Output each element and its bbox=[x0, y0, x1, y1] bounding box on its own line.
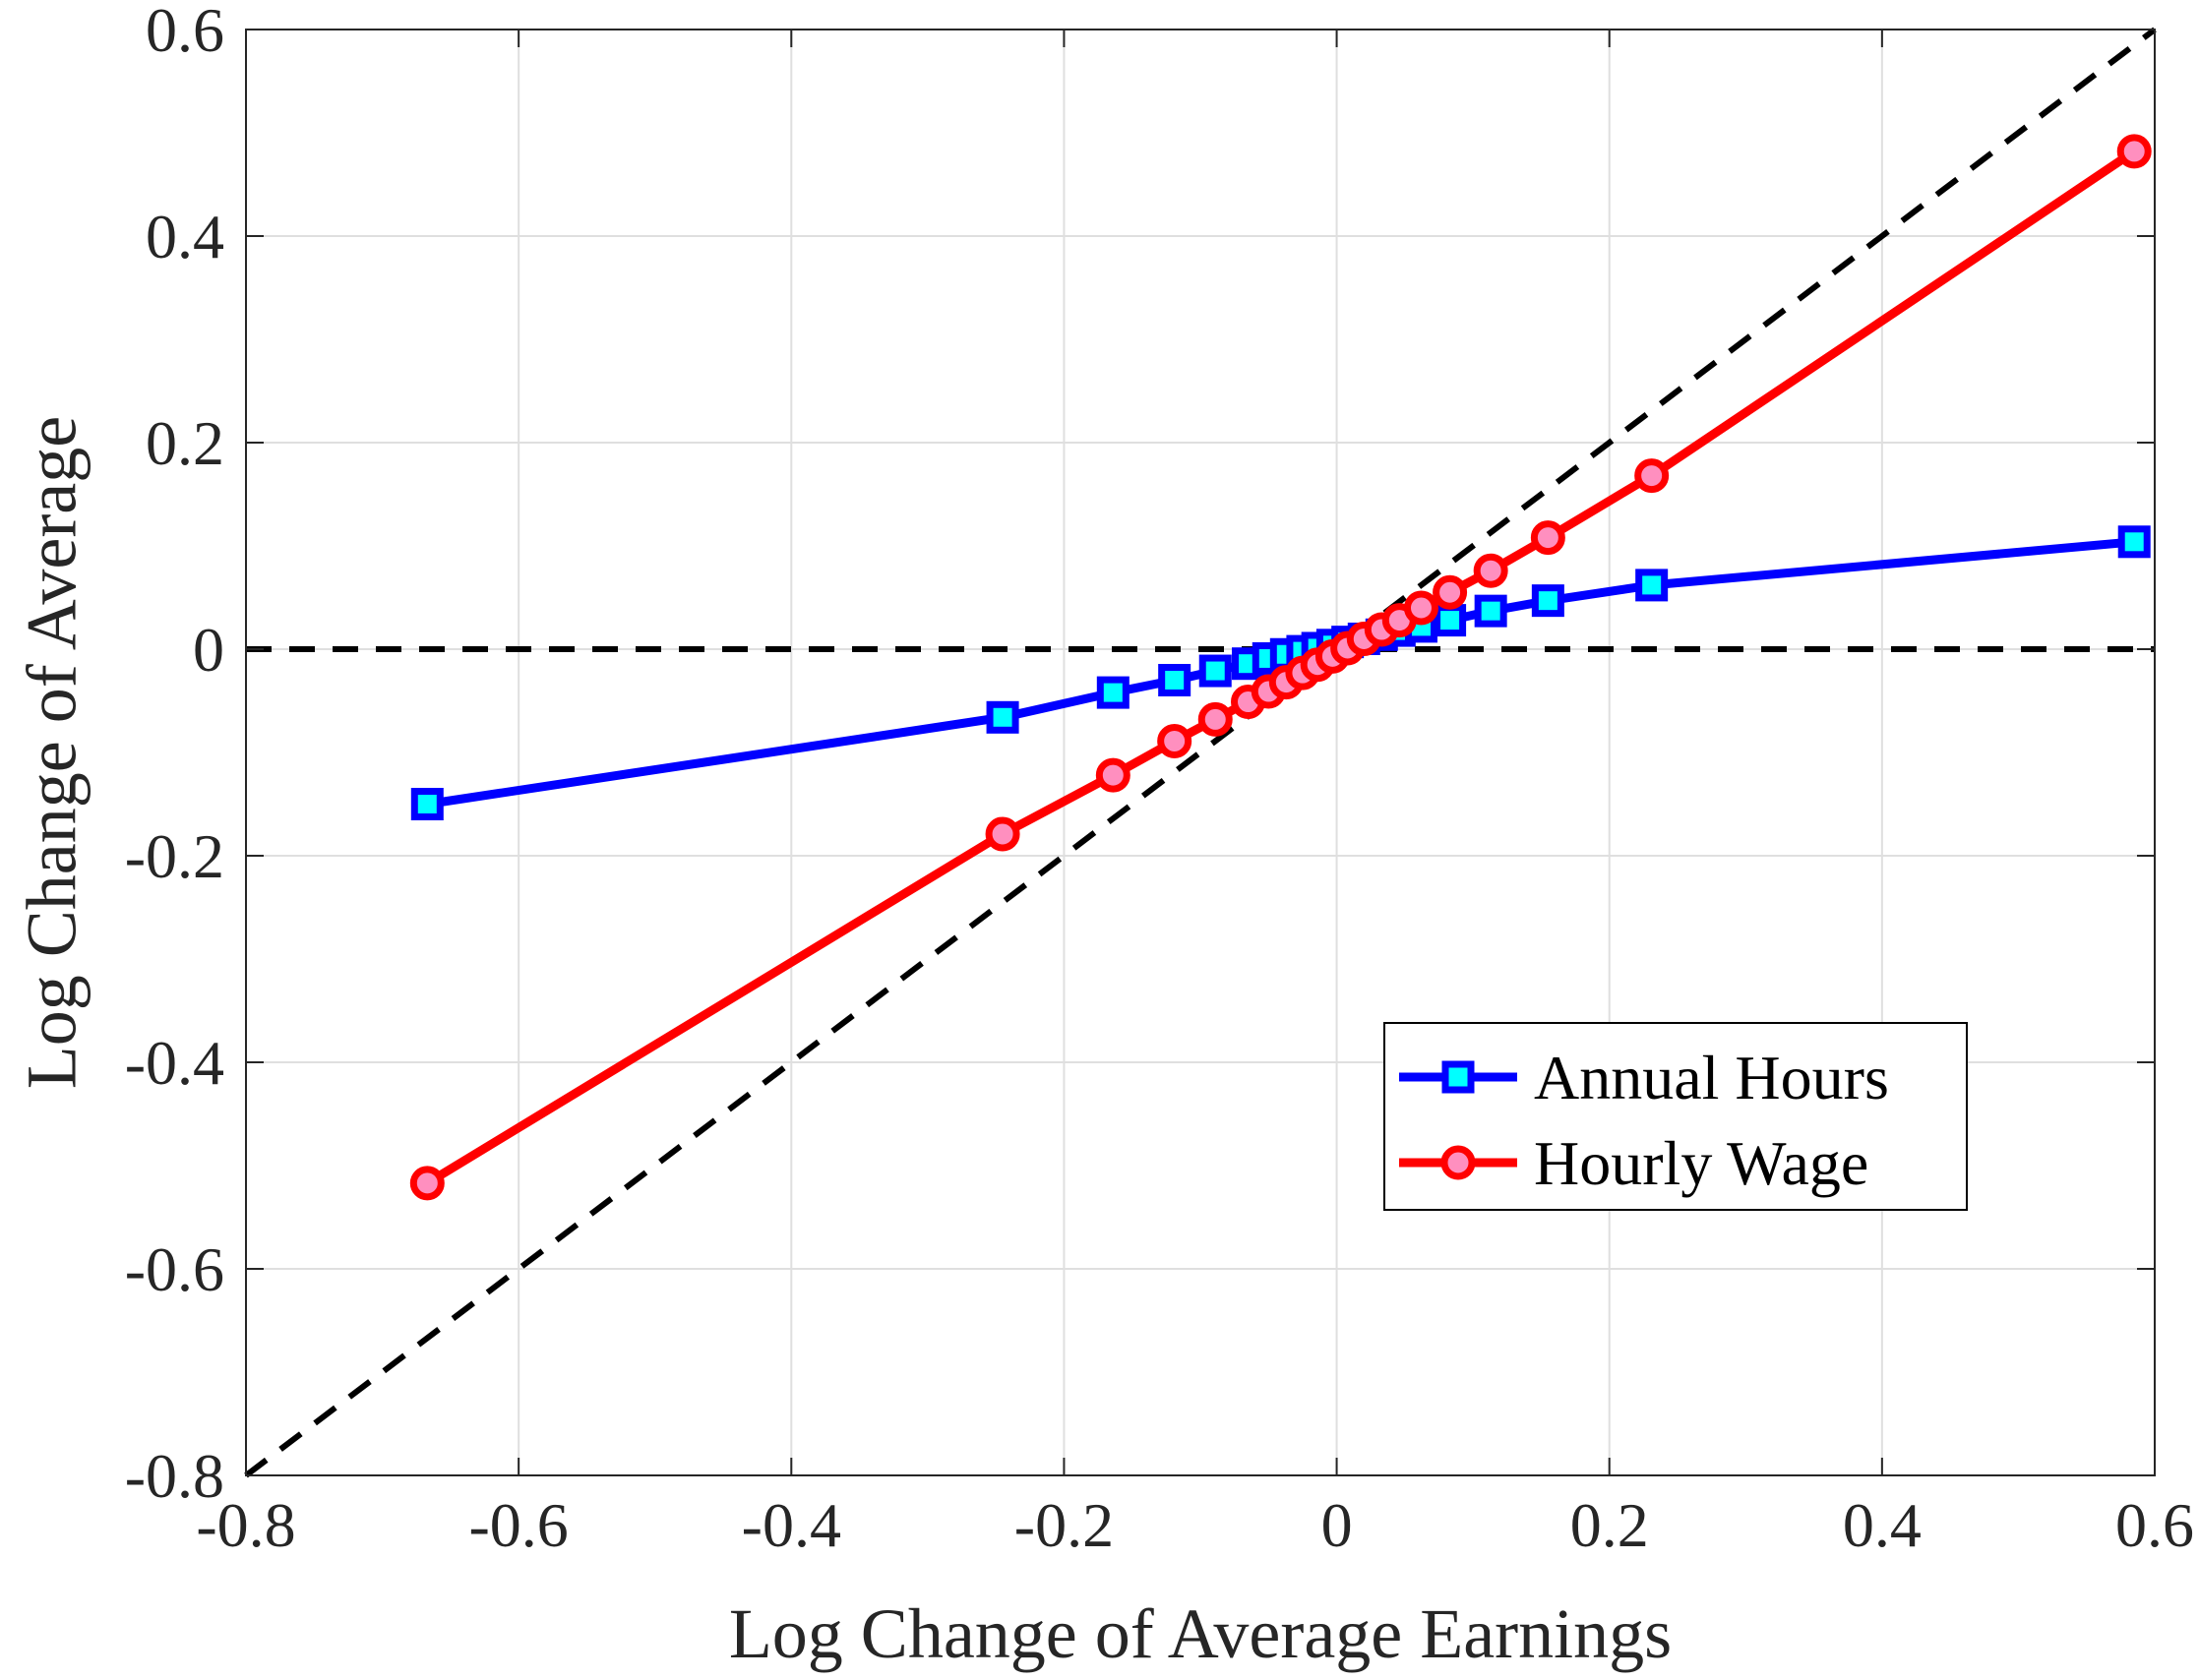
legend-items: Annual Hours Hourly Wage bbox=[1399, 1043, 1889, 1198]
legend-label-annual-hours: Annual Hours bbox=[1534, 1043, 1889, 1112]
legend-item-annual-hours: Annual Hours bbox=[1399, 1043, 1889, 1112]
y-tick-label: 0.2 bbox=[146, 408, 224, 478]
data-point-hourly-wage bbox=[409, 1166, 445, 1201]
data-point-annual-hours bbox=[410, 788, 444, 820]
series-hourly-wage bbox=[409, 134, 2152, 1201]
data-point-hourly-wage bbox=[1433, 574, 1468, 610]
y-tick-label: -0.8 bbox=[125, 1441, 224, 1511]
x-tick-label: 0.4 bbox=[1843, 1490, 1922, 1560]
y-tick-label: 0.6 bbox=[146, 0, 224, 65]
data-point-hourly-wage bbox=[1095, 757, 1130, 793]
data-point-annual-hours bbox=[986, 700, 1019, 734]
y-axis-title: Log Change of Average bbox=[13, 416, 92, 1089]
data-point-annual-hours bbox=[1096, 676, 1130, 709]
tick-labels: -0.8 -0.6 -0.4 -0.2 0 0.2 0.4 0.6 -0.8 -0.6 -0.4 -0… bbox=[125, 0, 2194, 1560]
plot-frame bbox=[245, 29, 2156, 1476]
diagonal-reference-line bbox=[244, 27, 2157, 1478]
data-point-annual-hours bbox=[1531, 584, 1564, 618]
data-point-annual-hours bbox=[1635, 569, 1669, 602]
x-tick-label: 0 bbox=[1321, 1490, 1353, 1560]
data-point-hourly-wage bbox=[1473, 553, 1508, 588]
legend-label-hourly-wage: Hourly Wage bbox=[1534, 1128, 1868, 1198]
data-point-hourly-wage bbox=[1197, 701, 1233, 737]
reference-lines bbox=[244, 27, 2157, 1478]
data-point-hourly-wage bbox=[2116, 134, 2152, 169]
y-tick-label: 0.4 bbox=[146, 202, 224, 271]
x-tick-label: -0.8 bbox=[196, 1490, 295, 1560]
x-tick-label: 0.6 bbox=[2115, 1490, 2194, 1560]
data-point-hourly-wage bbox=[1530, 520, 1565, 556]
y-tick-label: -0.4 bbox=[125, 1028, 224, 1098]
x-tick-label: -0.2 bbox=[1014, 1490, 1114, 1560]
y-tick-label: 0 bbox=[193, 615, 224, 685]
data-point-hourly-wage bbox=[985, 816, 1020, 852]
data-point-annual-hours bbox=[1434, 604, 1467, 637]
data-point-annual-hours bbox=[2117, 525, 2151, 559]
x-axis-title: Log Change of Average Earnings bbox=[729, 1594, 1672, 1673]
data-point-annual-hours bbox=[1198, 654, 1232, 688]
y-tick-label: -0.2 bbox=[125, 821, 224, 891]
x-tick-label: 0.2 bbox=[1570, 1490, 1649, 1560]
legend-marker-hourly-wage bbox=[1440, 1145, 1476, 1180]
y-tick-label: -0.6 bbox=[125, 1234, 224, 1304]
legend-box bbox=[1383, 1022, 1968, 1211]
legend-marker-annual-hours bbox=[1441, 1060, 1475, 1094]
data-point-hourly-wage bbox=[1634, 458, 1670, 494]
ticks bbox=[245, 29, 2156, 1476]
data-point-annual-hours bbox=[1474, 594, 1507, 628]
series bbox=[409, 134, 2152, 1201]
legend-item-hourly-wage: Hourly Wage bbox=[1399, 1128, 1868, 1198]
legend: Annual Hours Hourly Wage bbox=[1383, 1022, 1968, 1211]
data-point-annual-hours bbox=[1158, 664, 1191, 696]
x-tick-label: -0.6 bbox=[468, 1490, 568, 1560]
data-point-hourly-wage bbox=[1157, 723, 1192, 758]
data-point-hourly-wage bbox=[1403, 590, 1438, 626]
x-tick-label: -0.4 bbox=[742, 1490, 841, 1560]
